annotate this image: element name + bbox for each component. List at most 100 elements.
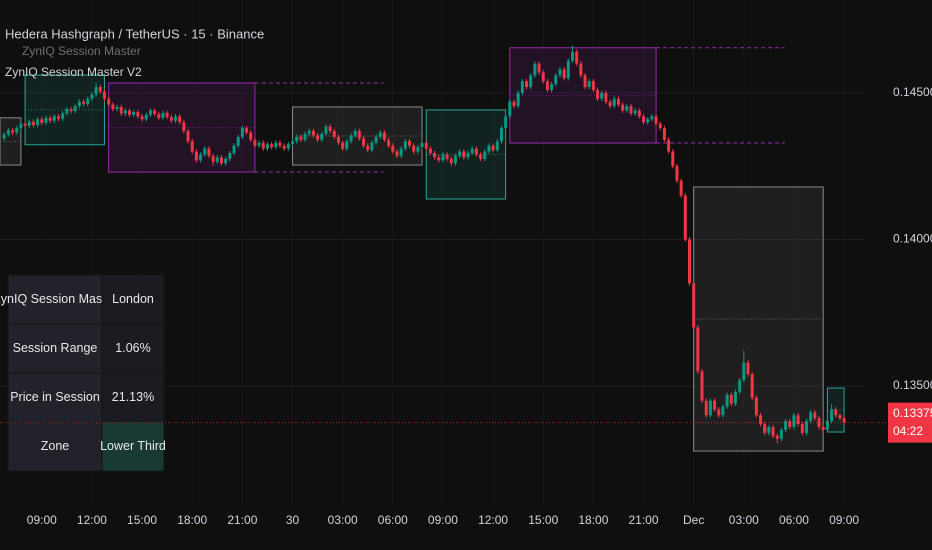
candle-body <box>148 110 152 115</box>
table-cell <box>7 274 103 325</box>
candle-body <box>512 101 516 107</box>
last-price-label: 0.13375 <box>893 406 932 420</box>
candle-body <box>633 110 637 114</box>
table-text: London <box>112 292 154 306</box>
candle-body <box>40 119 44 123</box>
candle-body <box>717 409 721 416</box>
candle-body <box>341 142 345 149</box>
candle-body <box>767 427 771 433</box>
table-text: 1.06% <box>115 341 150 355</box>
candle-body <box>178 116 182 123</box>
candle-body <box>721 406 725 416</box>
candle-body <box>784 421 788 430</box>
candle-body <box>291 141 295 145</box>
candle-body <box>629 106 633 114</box>
table-text: Lower Third <box>100 439 166 453</box>
candle-body <box>458 151 462 156</box>
candle-body <box>662 128 666 140</box>
candle-body <box>562 69 566 79</box>
candle-body <box>107 98 111 105</box>
candle-body <box>537 63 541 73</box>
candle-body <box>708 400 712 416</box>
candle-body <box>800 424 804 433</box>
candle-body <box>194 151 198 161</box>
candle-body <box>207 148 211 156</box>
candle-body <box>642 116 646 123</box>
candle-body <box>190 141 194 152</box>
candle-body <box>550 84 554 90</box>
x-tick-label: 21:00 <box>227 513 257 527</box>
candle-body <box>499 128 503 142</box>
candle-body <box>587 81 591 88</box>
candle-body <box>667 139 671 152</box>
candle-body <box>15 128 19 133</box>
x-tick-label: 06:00 <box>779 513 809 527</box>
candle-body <box>395 151 399 156</box>
candle-body <box>675 166 679 181</box>
candle-body <box>345 141 349 149</box>
candle-body <box>324 126 328 134</box>
candle-body <box>69 109 73 112</box>
candle-body <box>52 116 56 121</box>
candle-body <box>123 110 127 114</box>
candle-body <box>683 195 687 240</box>
candle-body <box>65 109 69 114</box>
candle-body <box>165 112 169 117</box>
candle-body <box>332 131 336 137</box>
candle-body <box>834 409 838 416</box>
candle-body <box>90 94 94 99</box>
candle-body <box>265 144 269 149</box>
candle-body <box>403 141 407 149</box>
candle-body <box>771 427 775 436</box>
candle-body <box>842 418 846 423</box>
candle-body <box>621 104 625 111</box>
candle-body <box>671 151 675 167</box>
candle-body <box>27 121 31 126</box>
candle-body <box>658 123 662 129</box>
candle-body <box>219 157 223 164</box>
table-text: Session Range <box>13 341 98 355</box>
candle-body <box>813 412 817 419</box>
candle-body <box>453 155 457 164</box>
table-cell <box>101 323 165 374</box>
candle-body <box>303 133 307 140</box>
candle-body <box>738 380 742 392</box>
candle-body <box>525 81 529 88</box>
candle-body <box>73 106 77 112</box>
candle-body <box>182 122 186 132</box>
table-text: 21.13% <box>112 390 154 404</box>
candle-body <box>821 427 825 430</box>
table-text: ZynIQ Session Master <box>0 292 117 306</box>
candle-body <box>612 98 616 107</box>
candle-body <box>637 110 641 117</box>
candle-body <box>575 51 579 64</box>
candle-body <box>408 141 412 146</box>
candle-body <box>470 148 474 153</box>
countdown-label: 04:22 <box>893 424 923 438</box>
x-tick-label: Dec <box>683 513 704 527</box>
x-tick-label: 15:00 <box>127 513 157 527</box>
candle-body <box>336 136 340 143</box>
candle-body <box>725 394 729 407</box>
candle-body <box>2 134 6 139</box>
candle-body <box>679 180 683 196</box>
candle-body <box>516 92 520 107</box>
candle-body <box>48 117 52 121</box>
x-tick-label: 12:00 <box>478 513 508 527</box>
candle-body <box>545 81 549 90</box>
candle-body <box>236 136 240 146</box>
candle-body <box>6 130 10 135</box>
candle-body <box>31 121 35 126</box>
candle-body <box>132 111 136 115</box>
candle-body <box>328 126 332 132</box>
session-box <box>693 186 824 452</box>
candle-body <box>504 116 508 129</box>
candle-body <box>687 239 691 284</box>
candle-body <box>215 157 219 162</box>
candle-body <box>600 92 604 99</box>
x-tick-label: 12:00 <box>77 513 107 527</box>
candle-body <box>420 142 424 148</box>
candle-body <box>583 75 587 88</box>
candle-body <box>232 145 236 153</box>
